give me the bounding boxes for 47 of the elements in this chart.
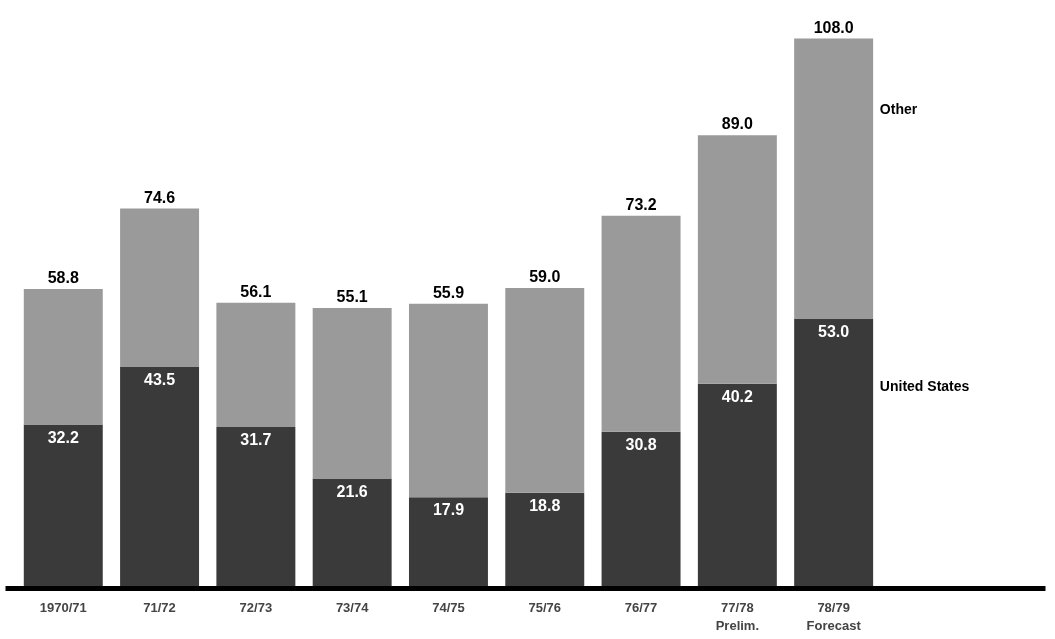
data-label: 31.7	[240, 431, 272, 449]
total-label: 108.0	[813, 18, 854, 36]
x-tick-label: 74/75	[432, 599, 465, 615]
data-label: 17.9	[432, 501, 465, 519]
bar	[312, 478, 392, 589]
data-label: 43.5	[144, 370, 176, 388]
x-tick-label: 1970/71	[39, 599, 87, 615]
bar	[601, 215, 681, 432]
bar	[408, 303, 488, 498]
total-label: 74.6	[144, 188, 176, 206]
total-label: 58.8	[47, 269, 79, 287]
bar	[697, 383, 777, 589]
x-tick-label: 78/79 Forecast	[806, 599, 862, 633]
x-tick-label: 71/72	[143, 599, 176, 615]
total-label: 73.2	[625, 195, 657, 213]
data-label: 30.8	[625, 435, 657, 453]
total-label: 55.9	[432, 283, 465, 301]
series-label: Other	[879, 100, 918, 117]
data-label: 40.2	[721, 387, 754, 405]
total-label: 55.1	[336, 287, 368, 305]
bar	[23, 424, 103, 589]
x-tick-label: 77/78 Prelim.	[715, 599, 760, 633]
bar	[505, 288, 585, 493]
data-label: 32.2	[47, 428, 79, 446]
bar	[312, 307, 392, 479]
bar	[120, 208, 200, 367]
total-label: 56.1	[240, 282, 272, 300]
x-tick-label: 73/74	[335, 599, 370, 615]
series-label: United States	[879, 378, 970, 395]
bar	[216, 427, 296, 589]
bar	[505, 492, 585, 589]
data-label: 18.8	[529, 496, 561, 514]
total-label: 89.0	[721, 115, 754, 133]
bar	[697, 135, 777, 384]
data-label: 53.0	[818, 322, 850, 340]
total-label: 59.0	[529, 268, 561, 286]
bar	[23, 289, 103, 425]
x-tick-label: 72/73	[239, 599, 273, 615]
x-tick-label: 76/77	[624, 599, 658, 615]
x-tick-label: 75/76	[528, 599, 562, 615]
bar	[120, 366, 200, 589]
bar	[601, 431, 681, 589]
bar	[216, 302, 296, 428]
bar	[408, 497, 488, 589]
bar	[794, 318, 874, 589]
data-label: 21.6	[336, 482, 368, 500]
bar	[794, 38, 874, 319]
